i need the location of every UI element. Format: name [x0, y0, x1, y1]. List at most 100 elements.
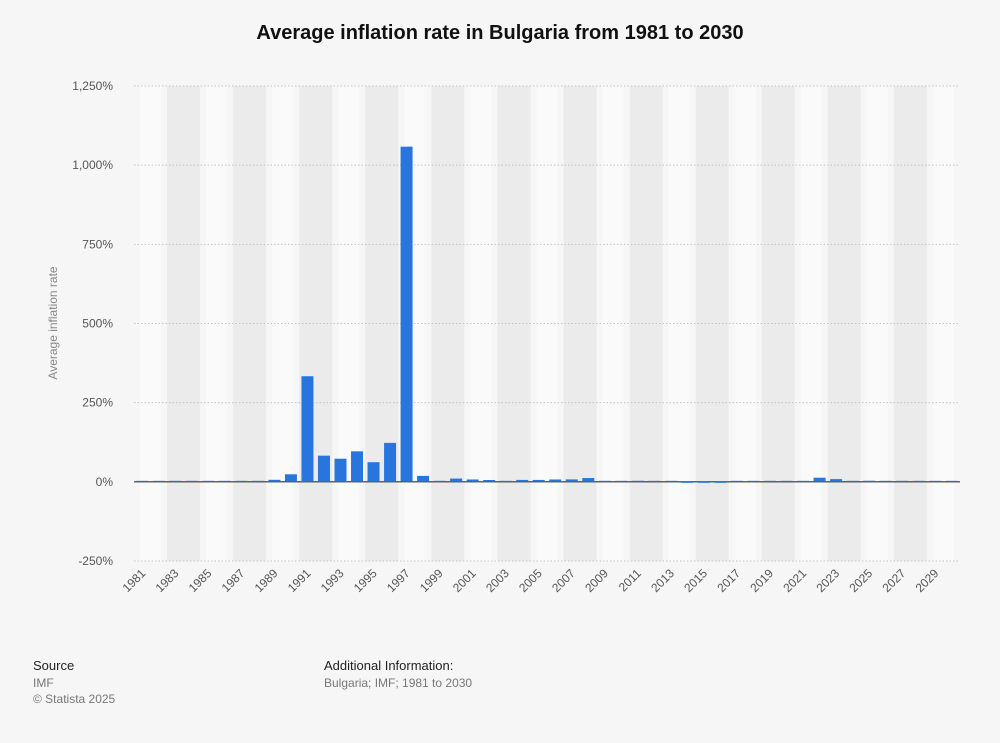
bar-2027[interactable] — [896, 480, 909, 482]
bar-1988[interactable] — [251, 480, 264, 482]
bar-2020[interactable] — [780, 480, 793, 482]
bar-2004[interactable] — [516, 479, 529, 482]
bar-1991[interactable] — [301, 376, 314, 482]
bar-2012[interactable] — [648, 480, 661, 482]
x-tick-label: 2025 — [846, 566, 875, 595]
additional-info-heading: Additional Information: — [324, 658, 454, 673]
bar-1990[interactable] — [284, 474, 297, 482]
bar-2028[interactable] — [912, 480, 925, 482]
x-tick-label: 1983 — [153, 566, 182, 595]
x-tick-label: 2017 — [714, 566, 743, 595]
bar-2009[interactable] — [598, 480, 611, 482]
x-axis-ticks: 1981 1983 1985 1987 1989 1991 1993 1995 1997 1999… — [120, 566, 942, 595]
bar-1997[interactable] — [400, 146, 413, 482]
bar-1993[interactable] — [334, 458, 347, 482]
bar-1998[interactable] — [417, 475, 430, 482]
bar-2000[interactable] — [450, 478, 463, 482]
x-tick-label: 2023 — [813, 566, 842, 595]
column-band — [800, 86, 822, 561]
bar-1986[interactable] — [218, 480, 231, 482]
bar-2013[interactable] — [664, 480, 677, 482]
bar-1984[interactable] — [185, 480, 198, 482]
bar-2014[interactable] — [681, 481, 694, 483]
additional-info-text: Bulgaria; IMF; 1981 to 2030 — [324, 676, 473, 690]
bar-2006[interactable] — [549, 479, 562, 482]
y-tick-label: -250% — [78, 554, 113, 568]
bar-2018[interactable] — [747, 480, 760, 482]
bar-2017[interactable] — [730, 480, 743, 482]
x-tick-label: 1995 — [351, 566, 380, 595]
source-heading: Source — [33, 658, 75, 673]
y-tick-label: 1,250% — [72, 79, 113, 93]
bar-2022[interactable] — [813, 477, 826, 482]
bar-2026[interactable] — [879, 480, 892, 482]
bar-1994[interactable] — [351, 451, 364, 482]
chart-title: Average inflation rate in Bulgaria from … — [256, 22, 744, 44]
x-tick-label: 1981 — [120, 566, 149, 595]
y-axis-ticks: 1,250% 1,000% 750% 500% 250% 0% -250% — [72, 79, 113, 568]
source-name: IMF — [33, 676, 54, 690]
bar-1987[interactable] — [235, 480, 248, 482]
x-tick-label: 1991 — [285, 566, 314, 595]
source-section: Source IMF © Statista 2025 — [33, 658, 115, 707]
bar-1989[interactable] — [268, 479, 281, 482]
x-tick-label: 1997 — [384, 566, 413, 595]
y-tick-label: 500% — [82, 317, 113, 331]
x-tick-label: 2001 — [450, 566, 479, 595]
x-tick-label: 2019 — [747, 566, 776, 595]
bar-2021[interactable] — [797, 480, 810, 482]
bar-2025[interactable] — [863, 480, 876, 482]
x-tick-label: 1993 — [318, 566, 347, 595]
y-tick-label: 0% — [96, 475, 114, 489]
x-tick-label: 2007 — [549, 566, 578, 595]
column-band — [668, 86, 690, 561]
column-band — [272, 86, 294, 561]
y-tick-label: 1,000% — [72, 158, 113, 172]
bar-1996[interactable] — [384, 442, 397, 482]
x-tick-label: 1989 — [252, 566, 281, 595]
column-band — [140, 86, 162, 561]
bar-1999[interactable] — [433, 480, 446, 482]
bar-2008[interactable] — [582, 478, 595, 482]
column-band — [734, 86, 756, 561]
bar-2007[interactable] — [565, 479, 578, 482]
bar-1995[interactable] — [367, 462, 380, 482]
additional-info-section: Additional Information: Bulgaria; IMF; 1… — [324, 658, 472, 691]
y-axis-label: Average inflation rate — [46, 266, 60, 380]
x-tick-label: 1999 — [417, 566, 446, 595]
x-tick-label: 2009 — [582, 566, 611, 595]
x-tick-label: 2027 — [880, 566, 909, 595]
bar-2030[interactable] — [945, 480, 958, 482]
x-tick-label: 2011 — [616, 566, 644, 594]
x-tick-label: 2003 — [483, 566, 512, 595]
bar-2024[interactable] — [846, 480, 859, 482]
bar-2015[interactable] — [697, 481, 710, 483]
copyright: © Statista 2025 — [33, 692, 116, 706]
column-band — [206, 86, 228, 561]
x-tick-label: 2021 — [780, 566, 809, 595]
bar-2010[interactable] — [615, 480, 628, 482]
bar-1981[interactable] — [136, 480, 149, 482]
column-band — [602, 86, 624, 561]
bar-1985[interactable] — [202, 480, 215, 482]
bar-2023[interactable] — [830, 479, 843, 482]
x-tick-label: 1987 — [219, 566, 248, 595]
x-tick-label: 2015 — [681, 566, 710, 595]
y-tick-label: 250% — [82, 396, 113, 410]
bar-2002[interactable] — [483, 479, 496, 482]
bar-2011[interactable] — [631, 480, 644, 482]
bar-2016[interactable] — [714, 481, 727, 483]
bar-1982[interactable] — [152, 480, 165, 482]
bar-2029[interactable] — [929, 480, 942, 482]
bar-2005[interactable] — [532, 479, 545, 482]
bar-2003[interactable] — [499, 480, 512, 482]
bar-1983[interactable] — [169, 480, 182, 482]
bar-2001[interactable] — [466, 479, 479, 482]
bar-1992[interactable] — [317, 455, 330, 482]
x-tick-label: 2013 — [648, 566, 677, 595]
x-tick-label: 1985 — [186, 566, 215, 595]
bar-2019[interactable] — [764, 480, 777, 482]
y-tick-label: 750% — [82, 237, 113, 251]
x-tick-label: 2029 — [913, 566, 942, 595]
